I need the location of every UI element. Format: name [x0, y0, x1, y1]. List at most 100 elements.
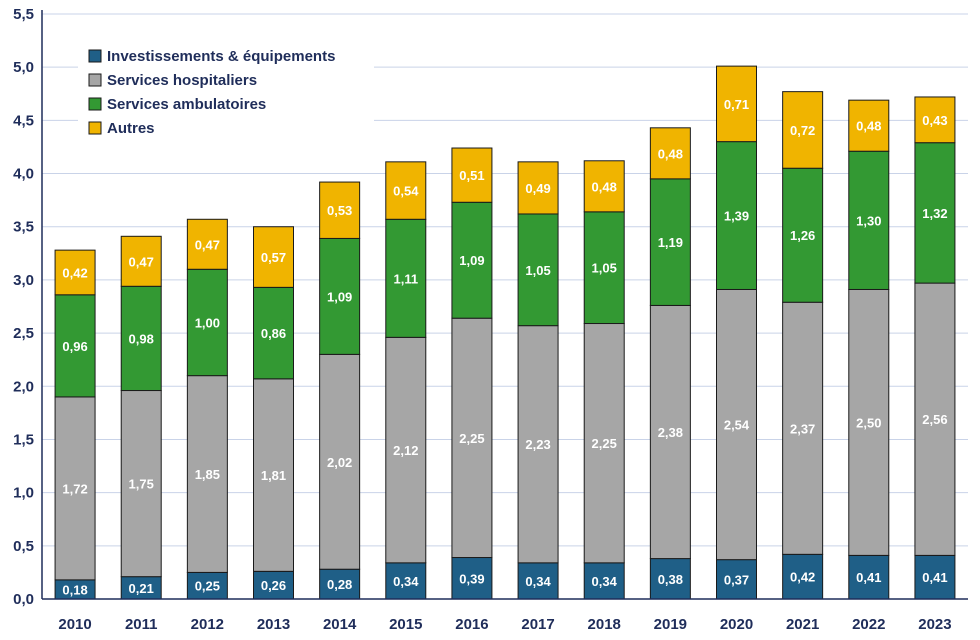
data-label: 0,28 — [327, 577, 352, 592]
data-label: 1,19 — [658, 235, 683, 250]
data-label: 0,98 — [129, 331, 154, 346]
bar-segment — [782, 167, 824, 303]
y-tick-label: 2,0 — [13, 378, 34, 395]
data-label: 1,72 — [62, 481, 87, 496]
data-label: 0,96 — [62, 339, 87, 354]
x-tick-label: 2010 — [58, 616, 91, 633]
data-label: 1,09 — [459, 253, 484, 268]
data-label: 0,86 — [261, 326, 286, 341]
data-label: 0,72 — [790, 123, 815, 138]
bar-segment — [319, 237, 361, 355]
bar-segment — [385, 562, 427, 600]
bar-segment — [451, 147, 493, 203]
bar-segment — [649, 178, 691, 306]
y-tick-label: 0,0 — [13, 591, 34, 608]
y-tick-label: 3,0 — [13, 272, 34, 289]
x-tick-label: 2017 — [521, 616, 554, 633]
bar-segment — [120, 235, 162, 287]
data-label: 0,49 — [525, 181, 550, 196]
data-label: 1,11 — [393, 271, 418, 286]
bar-segment — [253, 286, 294, 380]
data-label: 2,50 — [856, 415, 881, 430]
bar-segments — [54, 65, 956, 600]
bar-segment — [914, 96, 956, 144]
bar-segment — [517, 161, 559, 215]
data-label: 0,42 — [790, 570, 815, 585]
data-label: 0,51 — [459, 168, 484, 183]
bar-segment — [385, 218, 427, 338]
x-tick-label: 2011 — [125, 616, 158, 633]
x-tick-label: 2021 — [786, 616, 819, 633]
data-label: 1,00 — [195, 315, 220, 330]
data-label: 2,25 — [459, 431, 484, 446]
y-tick-label: 3,5 — [13, 219, 34, 236]
x-tick-label: 2023 — [918, 616, 951, 633]
x-tick-labels: 2010 2011 2012 2013 2014 2015 2016 2017 2018 2019… — [58, 616, 951, 633]
data-label: 1,32 — [922, 206, 947, 221]
legend-swatch — [88, 73, 102, 87]
y-tick-label: 4,0 — [13, 166, 34, 183]
bar-segment — [782, 91, 824, 169]
bar-segment — [716, 65, 757, 143]
legend-box — [78, 38, 374, 140]
bar-segment — [782, 553, 824, 600]
data-label: 0,54 — [393, 184, 419, 199]
legend-swatch — [88, 49, 102, 63]
data-label: 1,39 — [724, 209, 749, 224]
data-label: 1,81 — [261, 468, 286, 483]
data-label: 0,39 — [459, 571, 484, 586]
data-label: 1,85 — [195, 467, 220, 482]
y-tick-label: 0,5 — [13, 538, 34, 555]
bar-segment — [451, 201, 493, 319]
bar-segment — [782, 301, 824, 555]
data-label: 0,26 — [261, 578, 286, 593]
bar-segment — [186, 375, 228, 573]
data-label: 2,23 — [525, 437, 550, 452]
data-label: 0,71 — [724, 97, 749, 112]
y-tick-label: 5,0 — [13, 59, 34, 76]
data-label: 2,37 — [790, 421, 815, 436]
data-label: 0,21 — [129, 581, 154, 596]
bar-segment — [319, 353, 361, 570]
data-label: 0,42 — [62, 265, 87, 280]
data-label: 0,48 — [856, 119, 881, 134]
data-label: 1,30 — [856, 213, 881, 228]
data-label: 2,38 — [658, 425, 683, 440]
bar-segment — [120, 285, 162, 392]
data-label: 0,38 — [658, 572, 683, 587]
legend-entry: Services ambulatoires — [107, 96, 266, 113]
y-tick-labels: 0,0 0,5 1,0 1,5 2,0 2,5 3,0 3,5 4,0 4,5 5,0 5,5 — [13, 6, 34, 608]
bar-segment — [186, 268, 228, 377]
data-label: 2,02 — [327, 455, 352, 470]
bar-segment — [451, 317, 493, 559]
bar-segment — [319, 181, 361, 239]
legend-entry: Investissements & équipements — [107, 48, 335, 65]
x-tick-label: 2018 — [588, 616, 621, 633]
data-label: 0,47 — [195, 237, 220, 252]
data-label: 0,53 — [327, 203, 352, 218]
bar-segment — [54, 249, 96, 296]
bar-segment — [848, 150, 890, 290]
x-tick-label: 2014 — [323, 616, 357, 633]
y-tick-label: 5,5 — [13, 6, 34, 23]
data-label: 1,09 — [327, 289, 352, 304]
data-label: 0,18 — [62, 582, 87, 597]
bar-segment — [319, 568, 361, 600]
bar-segment — [451, 557, 493, 600]
data-label: 1,75 — [129, 477, 154, 492]
bar-segment — [120, 390, 162, 578]
bar-segment — [54, 396, 96, 581]
data-label: 0,41 — [856, 570, 881, 585]
y-tick-label: 4,5 — [13, 112, 34, 129]
segment-data-labels: 0,18 1,72 0,96 0,42 0,21 1,75 0,98 0,47 0,25 1,85… — [62, 97, 947, 598]
data-label: 0,48 — [592, 179, 617, 194]
data-label: 1,05 — [592, 261, 617, 276]
data-label: 2,25 — [592, 436, 617, 451]
data-label: 0,48 — [658, 146, 683, 161]
legend-entry: Services hospitaliers — [107, 72, 257, 89]
data-label: 0,43 — [922, 113, 947, 128]
data-label: 1,05 — [525, 263, 550, 278]
bar-segment — [253, 378, 294, 572]
data-label: 0,25 — [195, 579, 220, 594]
